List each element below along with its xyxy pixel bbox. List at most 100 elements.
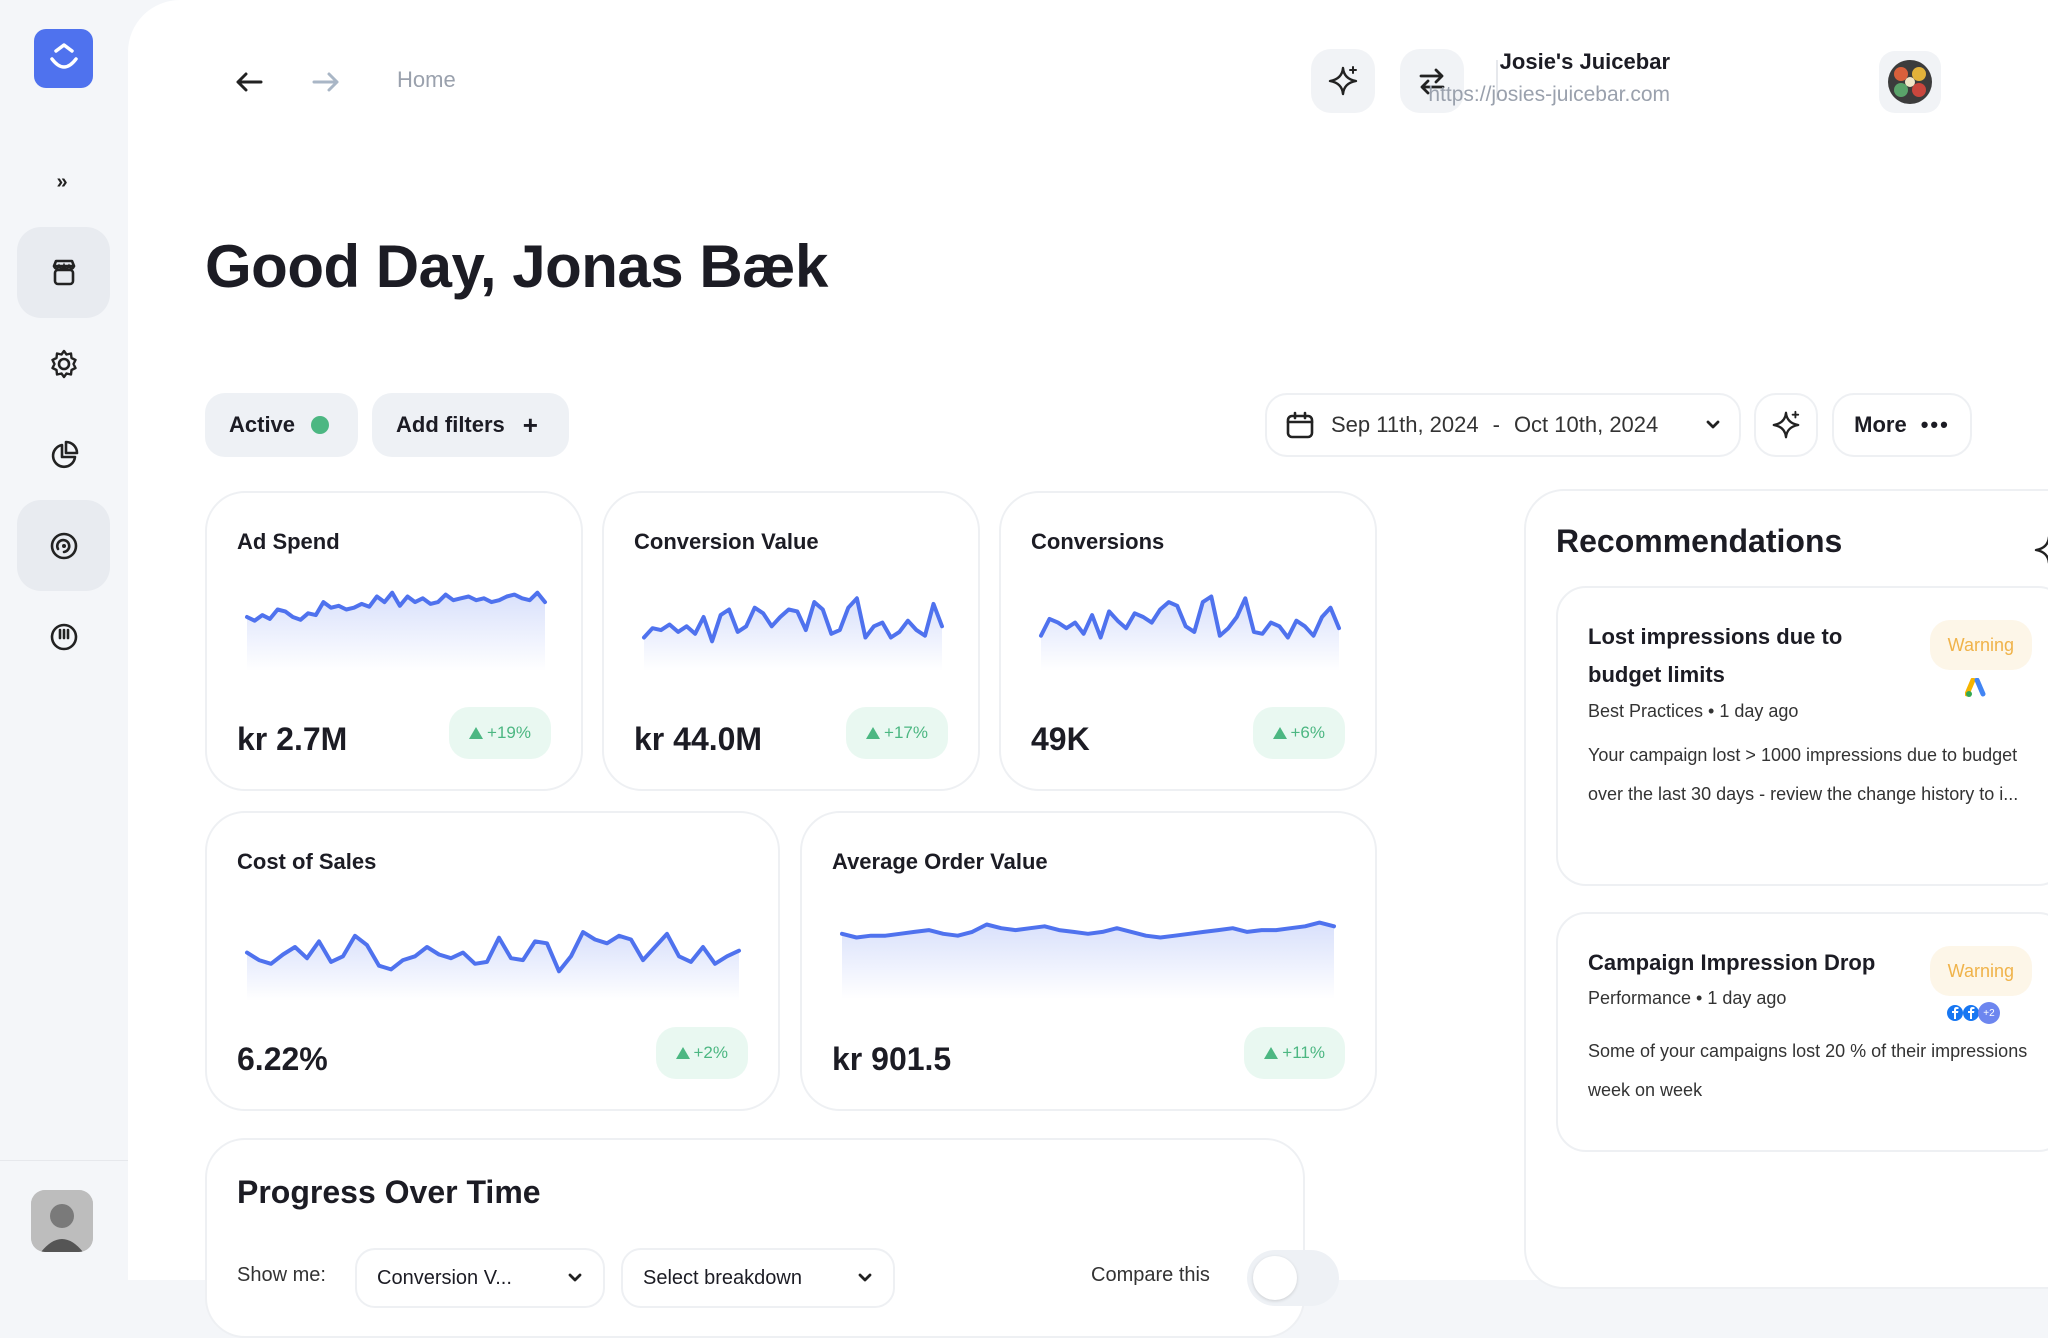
compare-label: Compare this — [1091, 1264, 1210, 1286]
metric-select-value: Conversion V... — [377, 1266, 512, 1289]
metric-card-average-order-value[interactable]: Average Order Value kr 901.5 +11% — [800, 811, 1377, 1111]
metric-title: Cost of Sales — [237, 849, 377, 874]
user-avatar[interactable] — [31, 1190, 93, 1252]
recommendation-card[interactable]: Campaign Impression Drop Warning +2 Perf… — [1556, 912, 2048, 1152]
show-me-label: Show me: — [237, 1264, 326, 1286]
metric-value: kr 44.0M — [634, 721, 763, 757]
sparkline-cost-of-sales — [245, 930, 741, 1001]
date-range-picker[interactable]: Sep 11th, 2024 - Oct 10th, 2024 — [1265, 393, 1741, 457]
ai-insights-button[interactable] — [1754, 393, 1818, 457]
more-platforms-count: +2 — [1978, 1002, 2000, 1024]
change-badge: +19% — [449, 707, 551, 759]
back-button[interactable] — [229, 62, 269, 102]
sparkle-icon — [1328, 66, 1358, 96]
toggle-knob — [1253, 1256, 1297, 1300]
more-label: More — [1854, 412, 1907, 437]
metric-title: Ad Spend — [237, 529, 340, 554]
progress-title: Progress Over Time — [237, 1174, 541, 1210]
arrow-right-icon — [312, 72, 339, 92]
add-filters-button[interactable]: Add filters + — [372, 393, 569, 457]
active-filter-chip[interactable]: Active — [205, 393, 358, 457]
breakdown-select[interactable]: Select breakdown — [621, 1248, 895, 1308]
ai-assistant-button[interactable] — [1311, 49, 1375, 113]
meter-icon — [50, 623, 77, 650]
sidebar-item-meter[interactable] — [17, 591, 110, 682]
platform-icons: +2 — [1946, 1002, 2000, 1024]
facebook-icon — [1947, 1005, 1963, 1021]
chevron-down-icon — [1706, 420, 1720, 429]
recommendation-title: Lost impressions due to budget limits — [1588, 624, 1843, 687]
recommendation-body: Your campaign lost > 1000 impressions du… — [1588, 745, 2019, 804]
metric-card-conversions[interactable]: Conversions 49K +6% — [999, 491, 1377, 791]
date-start: Sep 11th, 2024 — [1331, 412, 1479, 437]
trend-up-icon — [675, 1047, 690, 1059]
add-filters-label: Add filters — [396, 412, 505, 437]
expand-sidebar-icon[interactable]: » — [56, 170, 68, 193]
trend-up-icon — [469, 727, 484, 739]
change-value: +6% — [1290, 723, 1326, 742]
sparkline-conversions — [1039, 594, 1341, 671]
facebook-icon — [1963, 1005, 1979, 1021]
change-badge: +2% — [655, 1027, 748, 1079]
recommendations-ai-button[interactable] — [2032, 533, 2048, 572]
metric-title: Conversions — [1031, 529, 1165, 554]
change-value: +2% — [693, 1043, 729, 1062]
metric-title: Average Order Value — [832, 849, 1048, 874]
more-button[interactable]: More ••• — [1832, 393, 1972, 457]
recommendation-title: Campaign Impression Drop — [1588, 950, 1876, 975]
sparkline-line — [245, 590, 547, 623]
sparkle-icon — [1772, 410, 1800, 439]
date-separator: - — [1492, 412, 1500, 437]
sparkline-area — [247, 932, 739, 1001]
plus-icon: + — [522, 409, 538, 440]
active-filter-label: Active — [229, 412, 296, 437]
forward-button[interactable] — [306, 62, 346, 102]
warning-badge: Warning — [1929, 946, 2032, 996]
sidebar-item-settings[interactable] — [17, 318, 110, 409]
sparkline-conversion-value — [642, 596, 944, 671]
store-icon — [52, 259, 75, 285]
account-name: Josie's Juicebar — [1499, 49, 1670, 74]
change-badge: +11% — [1244, 1027, 1345, 1079]
active-status-dot — [311, 416, 330, 434]
change-badge: +6% — [1252, 707, 1345, 759]
sidebar-divider — [0, 1160, 128, 1161]
metric-value: kr 2.7M — [237, 721, 348, 757]
trend-up-icon — [866, 727, 881, 739]
date-end: Oct 10th, 2024 — [1513, 412, 1659, 437]
calendar-icon — [1286, 411, 1314, 439]
trend-up-icon — [1264, 1047, 1279, 1059]
main-panel: Home Josie's Juicebar https://josies-jui… — [128, 0, 2048, 1338]
metric-value: 49K — [1031, 721, 1090, 757]
switch-account-button[interactable] — [1400, 49, 1464, 113]
sidebar-item-store[interactable] — [17, 227, 110, 318]
logo-icon — [49, 42, 78, 69]
metric-card-cost-of-sales[interactable]: Cost of Sales 6.22% +2% — [205, 811, 780, 1111]
recommendation-meta: Performance • 1 day ago — [1588, 988, 1787, 1008]
change-badge: +17% — [846, 707, 948, 759]
sparkline-area — [1041, 596, 1339, 671]
compare-toggle[interactable] — [1247, 1250, 1339, 1306]
warning-badge: Warning — [1929, 620, 2032, 670]
metric-value: 6.22% — [237, 1041, 328, 1077]
change-value: +11% — [1282, 1043, 1325, 1062]
sidebar-item-dashboard[interactable] — [17, 500, 110, 591]
recommendation-card[interactable]: Lost impressions due to budget limits Wa… — [1556, 586, 2048, 886]
metric-card-ad-spend[interactable]: Ad Spend kr 2.7M +19% — [205, 491, 583, 791]
trend-up-icon — [1272, 727, 1287, 739]
google-ads-icon — [1965, 678, 1986, 697]
recommendations-panel: Recommendations Lost impressions due to … — [1524, 489, 2048, 1289]
account-logo-icon — [1888, 60, 1932, 104]
account-url[interactable]: https://josies-juicebar.com — [1428, 83, 1670, 106]
metric-card-conversion-value[interactable]: Conversion Value kr 44.0M +17% — [602, 491, 980, 791]
metric-select[interactable]: Conversion V... — [355, 1248, 605, 1308]
sparkline-area — [247, 592, 545, 671]
sidebar-item-reports[interactable] — [17, 409, 110, 500]
recommendations-title: Recommendations — [1556, 523, 1843, 559]
breadcrumb-home[interactable]: Home — [397, 67, 456, 92]
app-logo[interactable] — [34, 29, 93, 88]
sidebar: » — [0, 0, 128, 1280]
account-logo[interactable] — [1879, 51, 1941, 113]
recommendation-meta: Best Practices • 1 day ago — [1588, 701, 1799, 721]
sparkline-line — [642, 596, 944, 644]
